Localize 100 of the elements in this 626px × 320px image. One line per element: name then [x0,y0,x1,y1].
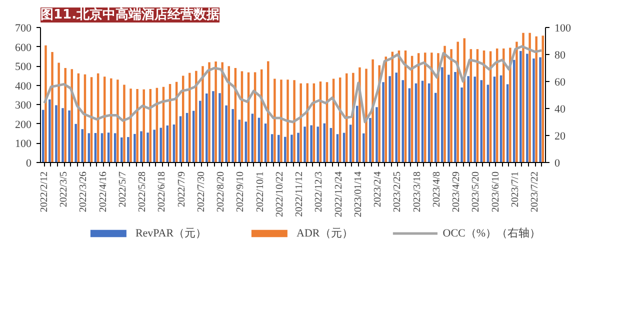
x-tick-label: 2023/2/4 [372,171,384,208]
bar [286,80,289,162]
bar [372,59,374,162]
bar [225,105,228,162]
bar [450,49,452,162]
bar [506,84,509,162]
x-tick-label: 2023/5/20 [470,171,482,212]
bar [284,136,286,162]
y2-tick-label: 20 [554,130,566,142]
bar [238,120,240,162]
bar [55,105,58,162]
bar [522,32,524,162]
bar [362,133,365,162]
y-tick-label: 0 [26,158,32,170]
bar [208,62,210,162]
bar [542,36,544,162]
y2-tick-label: 100 [554,22,572,34]
legend-label: ADR（元） [296,226,353,240]
y2-tick-label: 0 [554,158,560,170]
bar [62,108,64,162]
bar [140,131,142,162]
bar [441,67,444,162]
bar [456,42,459,162]
bar [116,80,119,162]
bar [304,126,306,162]
x-tick-label: 2022/2/12 [38,171,50,212]
bar [48,99,51,162]
bar [202,66,204,162]
bar [460,87,463,162]
bar [310,125,312,162]
bar [448,74,450,162]
legend-label: RevPAR（元） [135,226,207,240]
bar [214,61,217,162]
bar [346,73,348,162]
x-tick-label: 2022/7/30 [196,171,207,212]
bar [146,132,149,162]
y-tick-label: 100 [15,138,32,150]
bar [134,134,136,162]
bar [444,46,446,162]
bar [290,134,293,162]
bar [212,91,214,162]
bar [369,118,372,162]
y-tick-label: 300 [15,100,32,112]
x-tick-label: 2023/7/22 [530,171,541,212]
bar [535,36,538,162]
bar [520,51,522,162]
x-tick-label: 2023/2/25 [392,171,404,212]
bar [526,54,528,162]
bar [221,62,224,162]
bar [388,76,391,162]
bar [274,78,276,162]
x-tick-label: 2023/4/8 [431,171,442,208]
bar [467,76,470,162]
y2-tick-label: 80 [554,50,566,62]
x-tick-label: 2022/10/1 [254,171,266,212]
bar [232,109,234,162]
bar [516,42,518,162]
bar [267,61,270,162]
x-tick-label: 2023/6/10 [490,171,502,212]
chart-title: 图11.北京中高端酒店经营数据 [40,6,220,22]
bar [136,89,138,162]
bar [382,82,384,162]
x-tick-label: 2022/6/18 [156,171,168,212]
bar [206,93,208,162]
x-tick-label: 2022/5/7 [117,171,128,208]
x-tick-label: 2022/12/24 [333,171,344,218]
bar [142,89,145,162]
line-series [43,45,543,124]
bar [153,130,156,162]
x-tick-label: 2022/3/26 [78,171,90,212]
x-tick-label: 2023/3/18 [412,171,423,212]
x-tick-label: 2022/4/16 [98,171,109,212]
bar [58,62,60,162]
bar [532,58,535,162]
y-tick-label: 700 [15,22,32,34]
x-tick-label: 2022/12/3 [314,171,325,212]
bar [539,57,542,162]
bar [130,88,132,162]
bar [376,107,378,162]
bar [493,76,496,162]
y-tick-label: 500 [15,61,32,74]
y-tick-label: 600 [15,42,32,54]
bar [300,83,302,162]
bar [280,80,282,162]
x-tick-label: 2023/7/1 [510,171,521,208]
y-tick-label: 200 [15,118,32,131]
x-tick-label: 2023/01/14 [352,171,364,218]
bar [365,68,368,162]
legend-label: OCC（%）（右轴） [442,226,541,240]
bar [474,76,476,162]
bar [528,32,531,162]
bar [188,72,191,162]
bar [74,124,77,162]
x-tick-label: 2022/5/28 [137,171,148,212]
bar [195,70,198,162]
y2-tick-label: 60 [554,76,566,88]
bar [68,110,70,162]
bar [509,48,512,162]
bar [127,137,130,162]
bar [421,80,424,162]
